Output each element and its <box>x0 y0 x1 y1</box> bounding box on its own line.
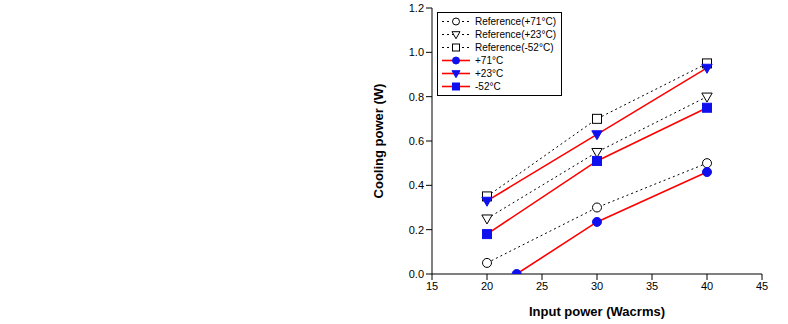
svg-text:40: 40 <box>701 280 713 292</box>
svg-text:1.0: 1.0 <box>409 46 424 58</box>
svg-text:0.6: 0.6 <box>409 135 424 147</box>
svg-text:0.4: 0.4 <box>409 179 424 191</box>
svg-text:Input power (Wacrms): Input power (Wacrms) <box>529 304 665 319</box>
svg-text:15: 15 <box>426 280 438 292</box>
svg-text:25: 25 <box>536 280 548 292</box>
svg-text:0.0: 0.0 <box>409 268 424 280</box>
html-text:Reference(+23°C): Reference(+23°C) <box>475 29 556 40</box>
svg-text:0.2: 0.2 <box>409 224 424 236</box>
html-text:Reference(+71°C): Reference(+71°C) <box>475 16 556 27</box>
svg-text:Cooling power (W): Cooling power (W) <box>371 84 386 199</box>
svg-text:1.2: 1.2 <box>409 2 424 14</box>
svg-text:30: 30 <box>591 280 603 292</box>
html-text:-52°C: -52°C <box>475 81 501 92</box>
svg-text:20: 20 <box>481 280 493 292</box>
html-text:+23°C: +23°C <box>475 68 504 79</box>
html-text:Reference(-52°C): Reference(-52°C) <box>475 42 554 53</box>
svg-text:0.8: 0.8 <box>409 91 424 103</box>
html-text:+71°C: +71°C <box>475 55 504 66</box>
svg-text:35: 35 <box>646 280 658 292</box>
svg-text:45: 45 <box>756 280 768 292</box>
